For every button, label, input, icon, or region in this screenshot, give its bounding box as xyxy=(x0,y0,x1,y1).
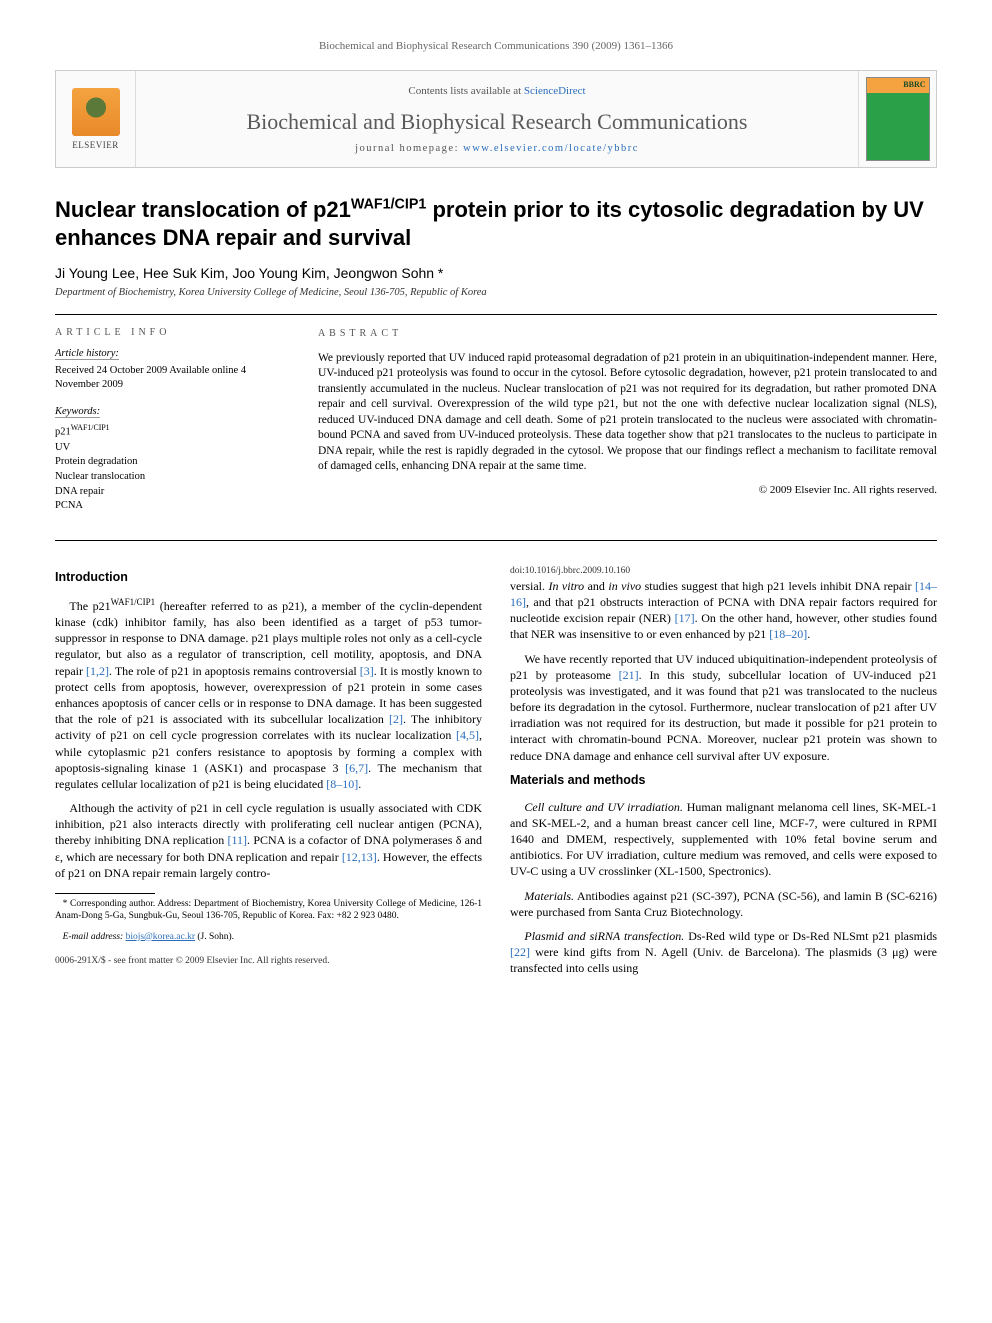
article-info-column: ARTICLE INFO Article history: Received 2… xyxy=(55,315,302,540)
contents-available-line: Contents lists available at ScienceDirec… xyxy=(148,85,846,97)
body-paragraph: Cell culture and UV irradiation. Human m… xyxy=(510,799,937,880)
citation-link[interactable]: [21] xyxy=(619,668,639,682)
elsevier-tree-icon xyxy=(72,88,120,136)
author-list: Ji Young Lee, Hee Suk Kim, Joo Young Kim… xyxy=(55,265,937,281)
running-head: Biochemical and Biophysical Research Com… xyxy=(55,40,937,52)
contents-prefix: Contents lists available at xyxy=(408,85,523,97)
citation-link[interactable]: [22] xyxy=(510,945,530,959)
keyword: DNA repair xyxy=(55,485,286,500)
article-history-block: Article history: Received 24 October 200… xyxy=(55,348,286,392)
abstract-label: ABSTRACT xyxy=(318,327,937,341)
info-abstract-block: ARTICLE INFO Article history: Received 2… xyxy=(55,314,937,541)
citation-link[interactable]: [4,5] xyxy=(456,728,479,742)
keywords-block: Keywords: p21WAF1/CIP1 UV Protein degrad… xyxy=(55,406,286,514)
sciencedirect-link[interactable]: ScienceDirect xyxy=(524,85,586,97)
corresponding-author-note: * Corresponding author. Address: Departm… xyxy=(55,898,482,923)
page: Biochemical and Biophysical Research Com… xyxy=(0,0,992,1012)
keywords-body: p21WAF1/CIP1 UV Protein degradation Nucl… xyxy=(55,422,286,514)
publisher-logo: ELSEVIER xyxy=(56,71,136,167)
front-matter-line: 0006-291X/$ - see front matter © 2009 El… xyxy=(55,955,482,968)
keyword: Nuclear translocation xyxy=(55,470,286,485)
email-link[interactable]: biojs@korea.ac.kr xyxy=(126,932,195,942)
keyword: PCNA xyxy=(55,499,286,514)
article-history-head: Article history: xyxy=(55,348,119,360)
journal-header-bar: ELSEVIER Contents lists available at Sci… xyxy=(55,70,937,168)
citation-link[interactable]: [17] xyxy=(675,611,695,625)
article-info-label: ARTICLE INFO xyxy=(55,327,286,338)
cover-image-icon xyxy=(866,77,930,161)
body-paragraph: The p21WAF1/CIP1 (hereafter referred to … xyxy=(55,596,482,792)
introduction-heading: Introduction xyxy=(55,569,482,586)
citation-link[interactable]: [11] xyxy=(228,833,248,847)
abstract-copyright: © 2009 Elsevier Inc. All rights reserved… xyxy=(318,483,937,498)
doi-line: doi:10.1016/j.bbrc.2009.10.160 xyxy=(510,565,937,578)
journal-name: Biochemical and Biophysical Research Com… xyxy=(148,109,846,135)
abstract-column: ABSTRACT We previously reported that UV … xyxy=(302,315,937,540)
citation-link[interactable]: [6,7] xyxy=(345,761,368,775)
materials-methods-heading: Materials and methods xyxy=(510,772,937,789)
email-label: E-mail address: xyxy=(63,932,124,942)
article-title: Nuclear translocation of p21WAF1/CIP1 pr… xyxy=(55,196,937,251)
journal-header-center: Contents lists available at ScienceDirec… xyxy=(136,71,858,167)
citation-link[interactable]: [8–10] xyxy=(326,777,358,791)
body-columns: Introduction The p21WAF1/CIP1 (hereafter… xyxy=(55,565,937,982)
footnotes: * Corresponding author. Address: Departm… xyxy=(55,898,482,943)
citation-link[interactable]: [12,13] xyxy=(342,850,377,864)
body-paragraph: Materials. Antibodies against p21 (SC-39… xyxy=(510,888,937,920)
article-history-body: Received 24 October 2009 Available onlin… xyxy=(55,364,286,392)
abstract-text: We previously reported that UV induced r… xyxy=(318,351,937,475)
footnote-rule xyxy=(55,893,155,894)
email-note: E-mail address: biojs@korea.ac.kr (J. So… xyxy=(55,931,482,943)
keyword: p21WAF1/CIP1 xyxy=(55,422,286,440)
citation-link[interactable]: [1,2] xyxy=(86,664,109,678)
keywords-head: Keywords: xyxy=(55,406,100,418)
citation-link[interactable]: [18–20] xyxy=(769,627,807,641)
body-paragraph: Plasmid and siRNA transfection. Ds-Red w… xyxy=(510,928,937,977)
journal-cover-thumb xyxy=(858,71,936,167)
homepage-prefix: journal homepage: xyxy=(355,143,463,154)
citation-link[interactable]: [3] xyxy=(360,664,374,678)
body-paragraph: versial. In vitro and in vivo studies su… xyxy=(510,578,937,643)
citation-link[interactable]: [2] xyxy=(389,712,403,726)
body-paragraph: We have recently reported that UV induce… xyxy=(510,651,937,764)
homepage-line: journal homepage: www.elsevier.com/locat… xyxy=(148,143,846,154)
body-paragraph: Although the activity of p21 in cell cyc… xyxy=(55,800,482,881)
email-who: (J. Sohn). xyxy=(197,932,234,942)
keyword: Protein degradation xyxy=(55,455,286,470)
affiliation: Department of Biochemistry, Korea Univer… xyxy=(55,287,937,298)
publisher-name: ELSEVIER xyxy=(72,140,119,150)
homepage-link[interactable]: www.elsevier.com/locate/ybbrc xyxy=(463,143,639,154)
keyword: UV xyxy=(55,441,286,456)
